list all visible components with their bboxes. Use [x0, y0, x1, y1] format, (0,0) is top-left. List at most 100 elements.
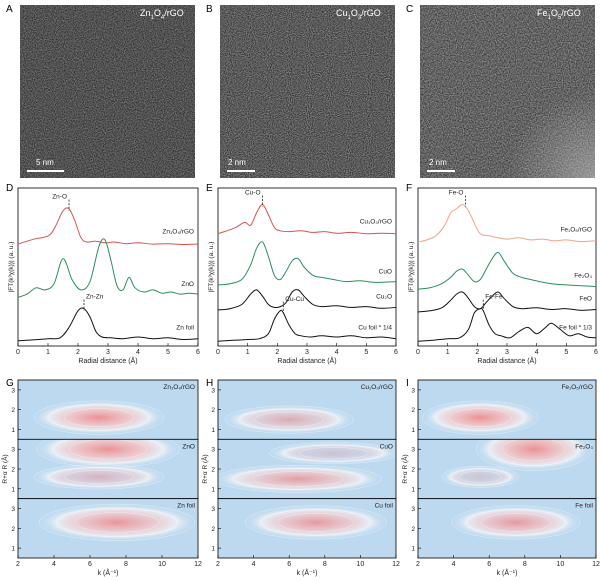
y-tick-label-g-2-1: 2: [11, 526, 15, 533]
heatmap-row-label-i-0: Fe₁O₅/rGO: [561, 384, 593, 391]
y-tick-label-g-1-2: 3: [11, 447, 15, 454]
x-tick-label-g-0: 2: [16, 561, 20, 568]
series-label-e-2: Cu₂O: [376, 293, 392, 300]
x-tick-label-g-3: 8: [124, 561, 128, 568]
x-tick-label-h-4: 10: [357, 561, 365, 568]
x-tick-label-d-6: 6: [196, 349, 200, 356]
x-axis-label-i: k (Å⁻¹): [497, 568, 518, 577]
y-axis-label-i: R+α R (Å): [400, 454, 409, 483]
series-label-e-1: CuO: [379, 268, 392, 275]
x-tick-label-f-3: 3: [505, 349, 509, 356]
heatmap-hotspot-h-2-0: [242, 504, 390, 540]
heatmap-hotspot-i-0-0: [420, 400, 541, 435]
x-tick-label-h-5: 12: [392, 561, 400, 568]
heatmap-row-label-g-2: Zn foil: [177, 503, 195, 510]
x-tick-label-d-0: 0: [16, 349, 20, 356]
heatmap-group-g-1: [18, 439, 198, 499]
y-tick-label-h-0-2: 3: [211, 387, 215, 394]
x-tick-label-i-1: 4: [452, 561, 456, 568]
x-tick-label-f-6: 6: [594, 349, 598, 356]
heatmap-contour-h-0-0-1: [254, 411, 325, 428]
x-tick-label-i-0: 2: [416, 561, 420, 568]
x-tick-label-h-0: 2: [216, 561, 220, 568]
heatmap-hotspot-i-1-1: [440, 465, 521, 488]
series-label-f-3: Fe foil * 1/3: [559, 325, 592, 332]
heatmap-contour-i-1-1-3: [441, 466, 519, 488]
tem-texture-c: [420, 5, 595, 178]
heatmap-group-i-1: [418, 439, 596, 499]
y-tick-label-g-2-2: 3: [11, 506, 15, 513]
x-tick-label-h-3: 8: [323, 561, 327, 568]
heatmap-contour-h-0-0-3: [224, 405, 354, 434]
y-tick-label-h-1-1: 2: [211, 467, 215, 474]
heatmap-group-i-2: [418, 498, 596, 558]
series-label-f-0: Fe₁O₅/rGO: [560, 227, 592, 234]
heatmap-contour-i-0-0-1: [448, 408, 512, 427]
heatmap-contour-h-1-1-2: [284, 444, 384, 462]
y-axis-label-g: R+α R (Å): [0, 454, 9, 483]
y-tick-label-h-1-2: 3: [211, 447, 215, 454]
heatmap-contour-i-1-0-2: [489, 439, 579, 466]
tem-title-c-end: /rGO: [561, 8, 581, 18]
heatmap-contour-i-2-0-1: [480, 513, 551, 532]
heatmap-row-label-g-1: ZnO: [182, 443, 195, 450]
series-line-e-2: [217, 289, 397, 311]
heatmap-contour-i-1-0-3: [475, 439, 592, 471]
annotation-label-e-0: Cu-O: [245, 190, 261, 197]
series-line-d-0: [17, 207, 199, 246]
heatmap-contour-g-0-0-2: [48, 404, 150, 431]
heatmap-hotspot-i-1-0: [473, 439, 594, 472]
heatmap-group-g-0: [18, 380, 198, 440]
series-line-e-1: [217, 241, 397, 286]
heatmap-hotspot-h-0-0: [222, 405, 356, 434]
heatmap-hotspot-g-0-0: [31, 400, 167, 435]
heatmap-group-h-1: [218, 439, 396, 499]
x-tick-label-f-2: 2: [475, 349, 479, 356]
series-line-f-2: [417, 291, 597, 313]
heatmap-hotspot-g-2-0: [36, 503, 198, 542]
heatmap-contour-g-1-1-2: [48, 467, 150, 487]
panel-label-f: F: [406, 183, 412, 194]
scale-label-c: 2 nm: [429, 158, 447, 167]
y-tick-label-g-1-1: 2: [11, 467, 15, 474]
y-tick-label-i-2-2: 3: [411, 506, 415, 513]
series-line-f-0: [417, 203, 597, 243]
heatmap-contour-h-2-0-1: [277, 513, 355, 532]
x-axis-label-d: Radial distance (Å): [78, 356, 137, 365]
heatmap-contour-i-0-0-2: [435, 404, 525, 431]
plot-frame-f: [417, 187, 597, 347]
y-axis-label-d: |FT(k³χ(k))| (a. u.): [8, 242, 15, 293]
panel-label-a: A: [6, 4, 13, 15]
x-tick-label-i-3: 8: [523, 561, 527, 568]
x-tick-label-d-2: 2: [76, 349, 80, 356]
x-axis-label-h: k (Å⁻¹): [297, 568, 318, 577]
x-tick-label-e-5: 5: [364, 349, 368, 356]
panel-label-c: C: [406, 4, 414, 15]
annotation-label-f-1: Fe-Fe: [485, 294, 503, 301]
x-tick-label-d-5: 5: [166, 349, 170, 356]
tem-title-c-sub1: 1: [547, 14, 551, 21]
panel-label-i: I: [406, 378, 409, 389]
scale-bar-b: [227, 170, 255, 172]
tem-title-a: Zn1O4/rGO: [140, 8, 184, 21]
series-label-e-0: Cu₁O₃/rGO: [360, 218, 392, 225]
heatmap-contour-g-2-0-1: [74, 512, 160, 533]
x-tick-label-g-2: 6: [88, 561, 92, 568]
heatmap-contour-h-1-1-1: [298, 447, 369, 460]
annotation-label-d-0: Zn-O: [52, 194, 67, 201]
x-tick-label-g-4: 10: [158, 561, 166, 568]
heatmap-contour-g-2-0-2: [56, 508, 178, 537]
tem-title-b-sub2: 3: [357, 14, 362, 21]
tem-title-a-mid: O: [153, 8, 161, 18]
heatmap-contour-h-1-0-3: [218, 465, 382, 493]
series-line-f-1: [417, 251, 597, 290]
x-axis-label-f: Radial distance (Å): [477, 356, 536, 365]
x-tick-label-d-3: 3: [106, 349, 110, 356]
y-tick-label-i-0-0: 1: [411, 427, 415, 434]
heatmap-contour-i-1-0-1: [502, 439, 566, 461]
y-tick-label-h-0-0: 1: [211, 427, 215, 434]
heatmap-row-label-h-2: Cu foil: [375, 503, 394, 510]
x-tick-label-e-4: 4: [335, 349, 339, 356]
y-tick-label-g-1-0: 1: [11, 486, 15, 493]
